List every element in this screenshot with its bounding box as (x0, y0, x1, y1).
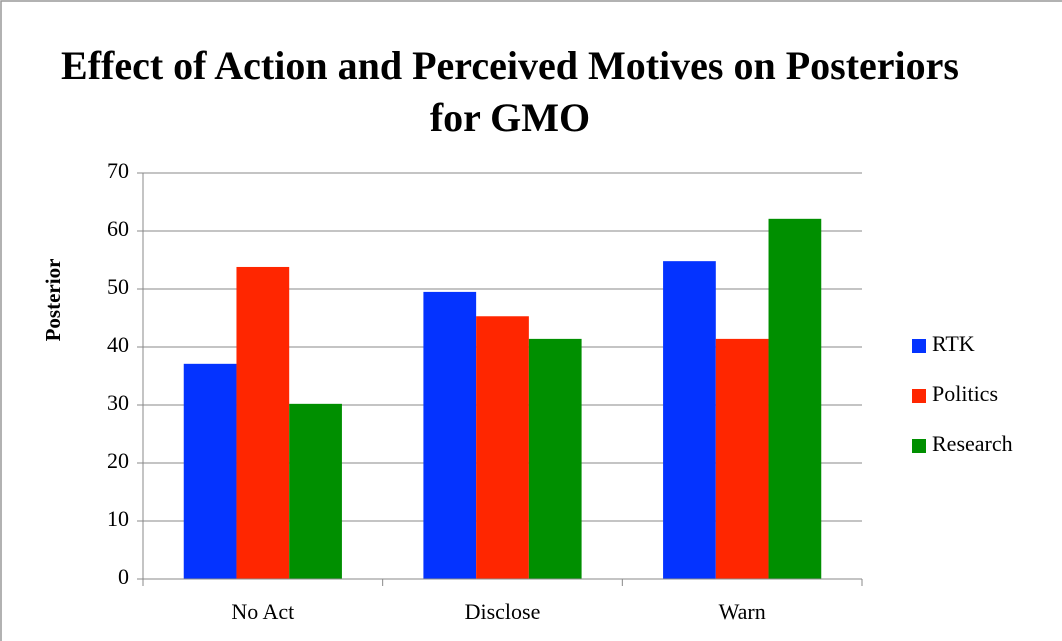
x-tick-label: Disclose (465, 599, 541, 624)
y-tick-label: 30 (107, 390, 129, 415)
legend-label: RTK (932, 331, 975, 356)
bar (476, 316, 529, 579)
y-tick-label: 10 (107, 506, 129, 531)
y-tick-label: 0 (118, 564, 129, 589)
bar (663, 261, 716, 579)
bar (183, 363, 237, 579)
bar (528, 338, 582, 579)
legend-label: Politics (932, 381, 998, 406)
x-tick-label: Warn (719, 599, 766, 624)
y-tick-label: 40 (107, 332, 129, 357)
legend-label: Research (932, 431, 1013, 456)
y-tick-label: 60 (107, 216, 129, 241)
legend-swatch (912, 389, 926, 403)
bar (768, 218, 822, 579)
x-tick-label: No Act (231, 599, 294, 624)
legend-swatch (912, 439, 926, 453)
bar (289, 403, 342, 579)
legend-swatch (912, 339, 926, 353)
bar (715, 338, 769, 579)
y-tick-label: 70 (107, 158, 129, 183)
bar (236, 266, 290, 579)
y-axis-label: Posterior (41, 259, 65, 342)
bar (423, 291, 477, 579)
y-tick-label: 20 (107, 448, 129, 473)
y-tick-label: 50 (107, 274, 129, 299)
chart-title: Effect of Action and Perceived Motives o… (61, 43, 959, 140)
